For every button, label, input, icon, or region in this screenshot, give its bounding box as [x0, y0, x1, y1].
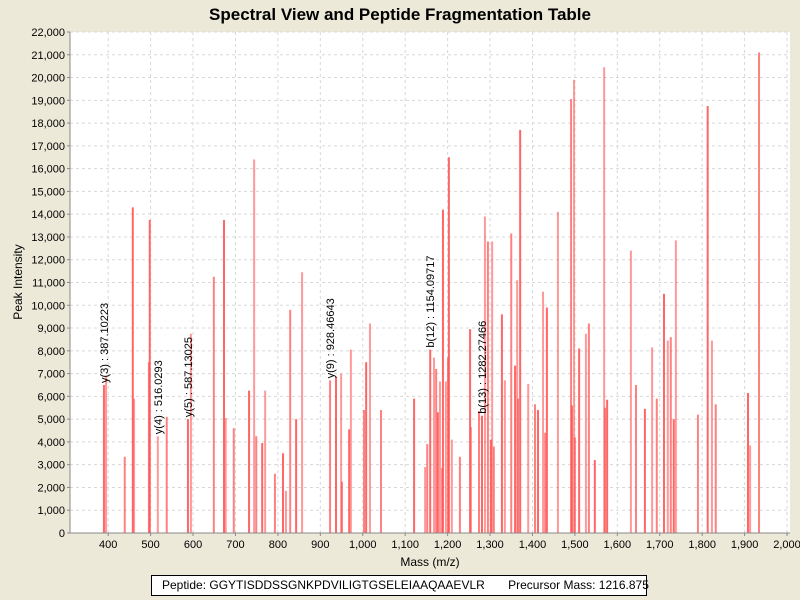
y-tick-label: 6,000	[37, 391, 65, 403]
x-tick-label: 600	[184, 539, 202, 551]
x-tick-label: 900	[311, 539, 329, 551]
x-tick-label: 1,100	[391, 539, 419, 551]
y-tick-label: 1,000	[37, 505, 65, 517]
x-tick-label: 2,000	[773, 539, 800, 551]
chart-title: Spectral View and Peptide Fragmentation …	[209, 5, 591, 24]
peptide-sequence: Peptide: GGYTISDDSSGNKPDVILIGTGSELEIAAQA…	[162, 578, 485, 592]
x-tick-label: 1,000	[349, 539, 377, 551]
x-tick-label: 1,400	[519, 539, 547, 551]
peak-annotation: y(9) : 928.46643	[325, 298, 337, 378]
y-tick-label: 16,000	[31, 164, 65, 176]
peptide-info-box: Peptide: GGYTISDDSSGNKPDVILIGTGSELEIAAQA…	[151, 575, 649, 596]
y-tick-label: 22,000	[31, 27, 65, 39]
y-tick-label: 13,000	[31, 232, 65, 244]
peak-annotation: y(4) : 516.0293	[153, 360, 165, 434]
peak-annotation: b(13) : 1282.27466	[477, 321, 489, 414]
y-tick-label: 18,000	[31, 118, 65, 130]
precursor-mass: Precursor Mass: 1216.875	[508, 578, 649, 592]
y-tick-label: 7,000	[37, 369, 65, 381]
x-tick-label: 1,800	[688, 539, 716, 551]
y-tick-label: 0	[59, 528, 65, 540]
y-tick-label: 5,000	[37, 414, 65, 426]
peak-annotation: b(12) : 1154.09717	[425, 256, 437, 348]
x-tick-label: 1,700	[646, 539, 674, 551]
y-tick-label: 10,000	[31, 300, 65, 312]
x-tick-label: 1,500	[561, 539, 589, 551]
spectrum-chart: Spectral View and Peptide Fragmentation …	[11, 5, 800, 569]
y-tick-label: 12,000	[31, 255, 65, 267]
y-tick-label: 15,000	[31, 186, 65, 198]
x-tick-label: 700	[226, 539, 244, 551]
y-tick-label: 11,000	[32, 278, 65, 290]
y-tick-label: 2,000	[37, 482, 65, 494]
peak-annotation: y(5) : 587.13025	[183, 337, 195, 417]
y-tick-label: 9,000	[37, 323, 65, 335]
x-tick-label: 400	[99, 539, 117, 551]
y-tick-label: 8,000	[37, 346, 65, 358]
y-tick-label: 14,000	[31, 209, 65, 221]
y-tick-label: 21,000	[31, 50, 65, 62]
x-tick-label: 1,200	[434, 539, 462, 551]
x-tick-label: 1,600	[604, 539, 632, 551]
y-tick-label: 4,000	[37, 437, 65, 449]
x-axis-label: Mass (m/z)	[400, 555, 459, 569]
peak-annotation: y(3) : 387.10223	[99, 303, 111, 383]
y-axis-label: Peak Intensity	[11, 244, 25, 319]
y-tick-label: 17,000	[31, 141, 65, 153]
x-tick-label: 800	[269, 539, 287, 551]
y-tick-label: 3,000	[37, 460, 65, 472]
y-tick-label: 19,000	[31, 95, 65, 107]
x-tick-label: 1,300	[476, 539, 504, 551]
x-tick-label: 500	[141, 539, 159, 551]
x-tick-label: 1,900	[731, 539, 759, 551]
y-tick-label: 20,000	[31, 73, 65, 85]
